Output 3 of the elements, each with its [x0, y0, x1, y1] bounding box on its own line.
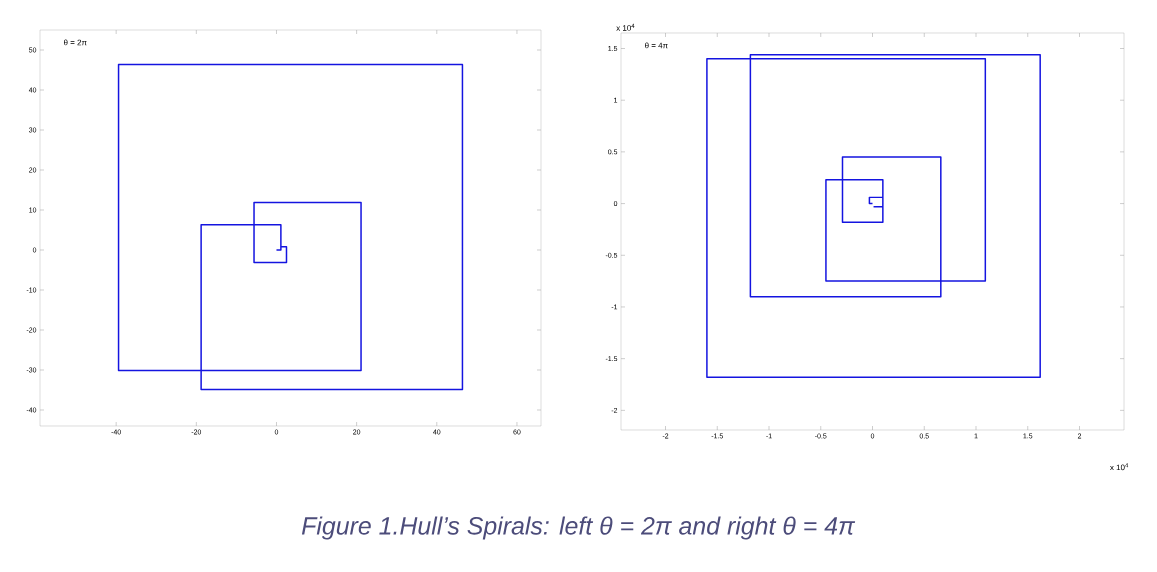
line-series	[117, 63, 464, 391]
line-series	[706, 53, 1041, 379]
caption: Figure 1.Hull’s Spirals: left θ = 2π and right θ = 4π	[301, 516, 856, 540]
